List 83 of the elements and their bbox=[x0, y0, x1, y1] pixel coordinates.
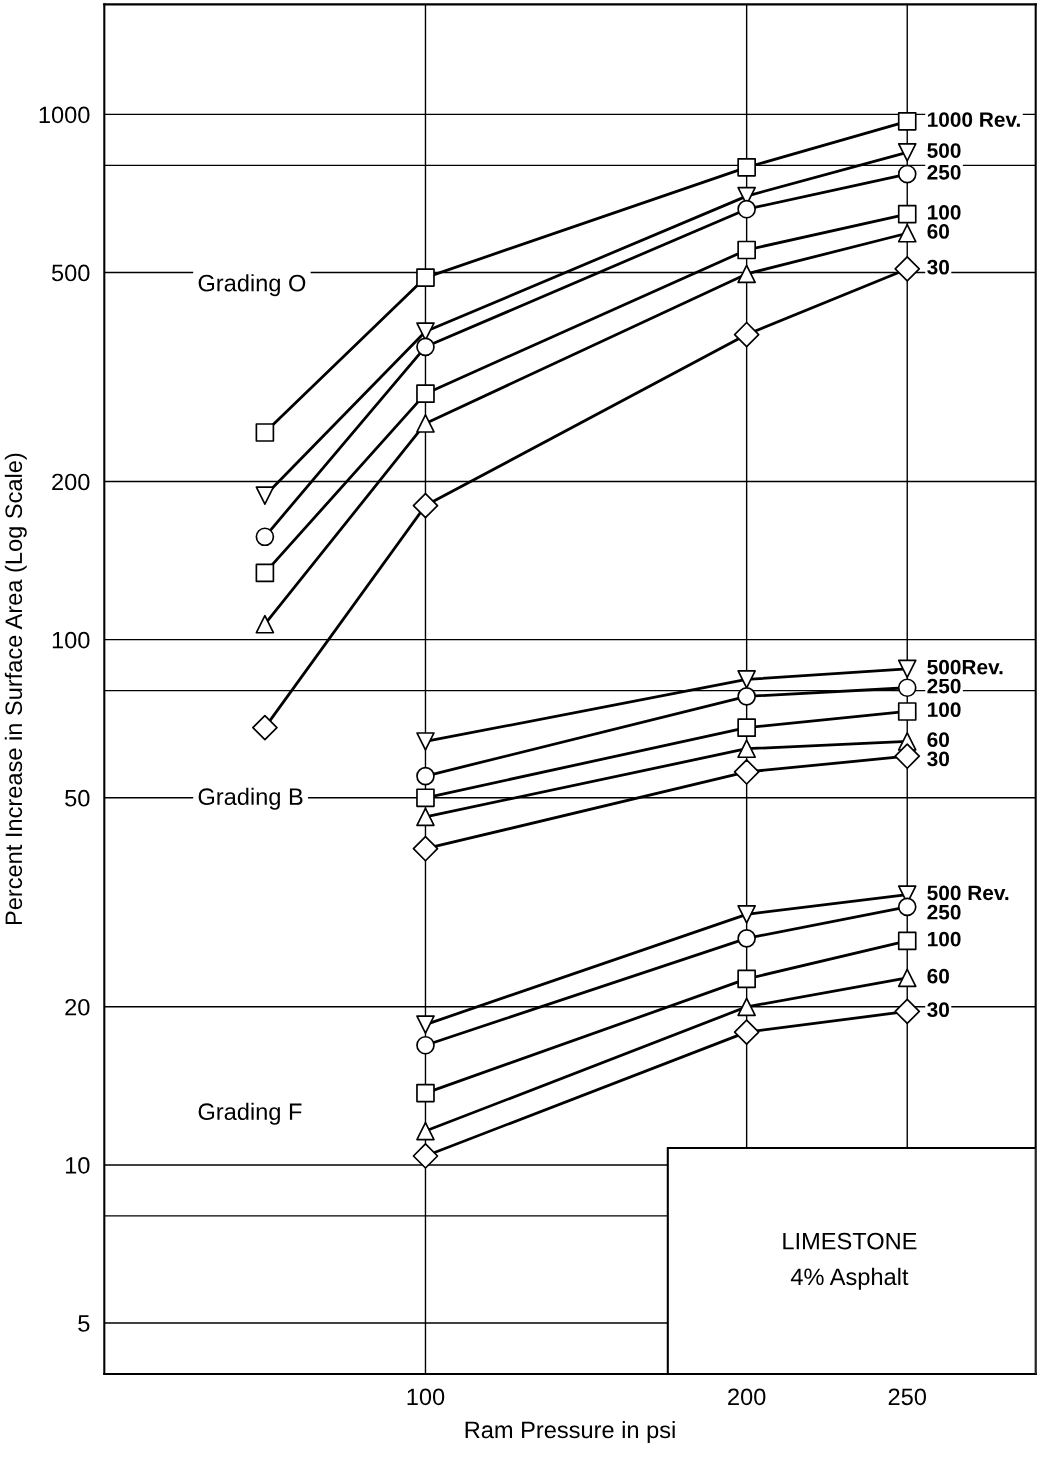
point bbox=[897, 931, 917, 951]
point bbox=[737, 264, 756, 284]
series-label: 500 Rev. bbox=[927, 885, 1009, 901]
point bbox=[737, 240, 756, 260]
point bbox=[416, 788, 435, 808]
y-tick-label: 500 bbox=[51, 264, 90, 282]
series-label: 500Rev. bbox=[927, 659, 1003, 675]
series-label: 100 bbox=[927, 204, 961, 220]
point bbox=[733, 1019, 760, 1045]
annotation: Grading O bbox=[198, 274, 306, 297]
point bbox=[416, 766, 435, 786]
point bbox=[897, 204, 917, 224]
annotation: Grading F bbox=[198, 1102, 302, 1125]
point bbox=[255, 563, 275, 583]
series-label: 60 bbox=[927, 224, 949, 239]
annotation: LIMESTONE 4% Asphalt bbox=[783, 1232, 917, 1290]
point bbox=[416, 807, 435, 827]
point bbox=[416, 732, 435, 751]
y-tick-label: 10 bbox=[65, 1157, 90, 1174]
annotation: Grading B bbox=[198, 787, 303, 810]
point bbox=[894, 256, 921, 282]
x-axis-title: Ram Pressure in psi bbox=[465, 1420, 675, 1443]
series-label: 100 bbox=[927, 931, 961, 947]
x-tick-label: 200 bbox=[728, 1388, 766, 1406]
point bbox=[416, 1121, 435, 1141]
point bbox=[733, 759, 760, 785]
point bbox=[897, 968, 917, 988]
point bbox=[897, 702, 917, 721]
y-tick-label: 5 bbox=[78, 1315, 90, 1332]
point bbox=[252, 714, 278, 741]
y-tick-label: 200 bbox=[52, 473, 90, 491]
series-label: 1000 Rev. bbox=[927, 112, 1020, 127]
point bbox=[894, 998, 921, 1025]
point bbox=[255, 527, 275, 547]
point bbox=[737, 739, 756, 759]
point bbox=[897, 678, 917, 698]
point bbox=[416, 1035, 435, 1055]
point bbox=[897, 659, 917, 679]
point bbox=[897, 142, 917, 162]
point bbox=[737, 687, 756, 706]
point bbox=[737, 929, 756, 948]
point bbox=[255, 423, 275, 442]
point bbox=[412, 1143, 439, 1169]
series-label: 250 bbox=[927, 164, 961, 180]
point bbox=[737, 199, 756, 219]
y-tick-label: 20 bbox=[65, 998, 90, 1016]
y-tick-label: 50 bbox=[65, 789, 90, 807]
point bbox=[894, 743, 921, 770]
series-label: 30 bbox=[927, 259, 949, 275]
point bbox=[737, 157, 756, 177]
series-label: 30 bbox=[927, 751, 949, 767]
y-tick-label: 100 bbox=[52, 631, 90, 649]
point bbox=[897, 164, 917, 184]
series-label: 250 bbox=[927, 678, 961, 694]
point bbox=[412, 835, 439, 862]
series-label: 100 bbox=[927, 702, 961, 718]
point bbox=[733, 321, 760, 348]
point bbox=[737, 969, 756, 989]
point bbox=[412, 492, 439, 519]
point bbox=[416, 268, 435, 287]
point bbox=[737, 904, 756, 924]
point bbox=[737, 997, 756, 1017]
point bbox=[255, 614, 275, 634]
y-axis-title: Percent Increase in Surface Area (Log Scale) bbox=[4, 453, 27, 925]
series-label: 60 bbox=[927, 968, 949, 984]
point bbox=[416, 384, 435, 404]
point bbox=[737, 670, 756, 689]
series-label: 250 bbox=[927, 904, 961, 920]
x-tick-label: 250 bbox=[888, 1388, 927, 1406]
point bbox=[416, 1083, 435, 1103]
point bbox=[737, 718, 756, 737]
point bbox=[255, 486, 275, 506]
series-label: 500 bbox=[927, 143, 961, 158]
series-label: 60 bbox=[927, 732, 949, 748]
point bbox=[897, 112, 917, 131]
series-label: 30 bbox=[927, 1002, 949, 1018]
point bbox=[416, 414, 435, 433]
point bbox=[897, 897, 917, 917]
point bbox=[416, 337, 435, 357]
point bbox=[416, 1015, 435, 1034]
x-tick-label: 100 bbox=[407, 1388, 445, 1406]
point bbox=[897, 223, 917, 243]
y-tick-label: 1000 bbox=[39, 106, 90, 124]
